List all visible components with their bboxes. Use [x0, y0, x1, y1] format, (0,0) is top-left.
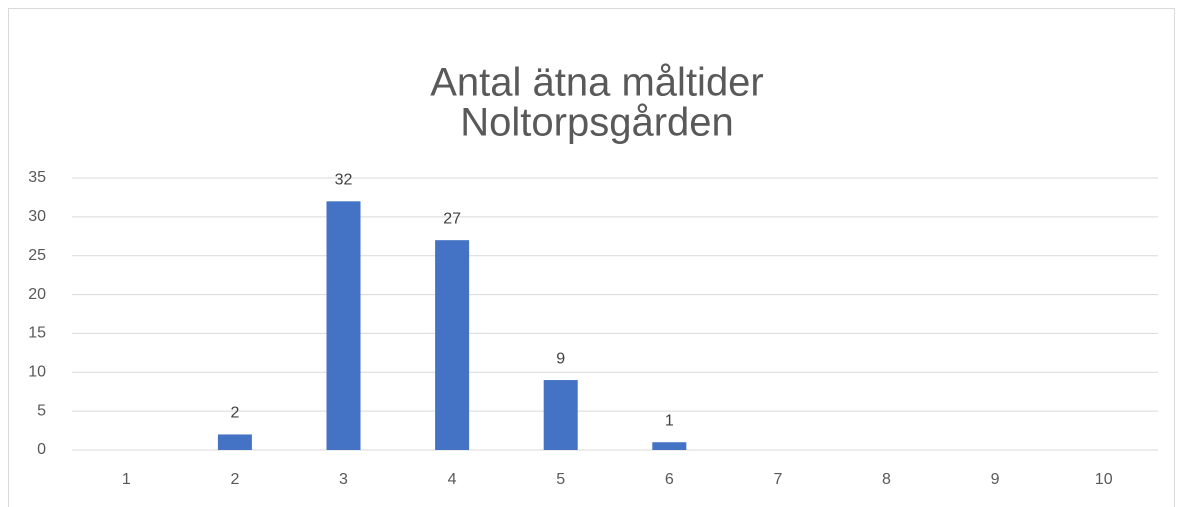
- x-tick-label: 9: [991, 471, 1000, 488]
- y-tick-label: 10: [28, 364, 46, 381]
- data-label: 1: [665, 412, 674, 429]
- x-tick-label: 3: [339, 471, 348, 488]
- y-tick-label: 35: [28, 169, 46, 186]
- x-tick-label: 5: [556, 471, 565, 488]
- bar: [435, 240, 470, 450]
- y-tick-label: 15: [28, 325, 46, 342]
- x-tick-label: 6: [665, 471, 674, 488]
- chart-title: Antal ätna måltider: [430, 61, 764, 105]
- y-tick-label: 5: [37, 402, 46, 419]
- x-tick-label: 4: [448, 471, 457, 488]
- chart-border: [8, 8, 1175, 507]
- x-tick-label: 10: [1095, 471, 1113, 488]
- data-label: 9: [556, 350, 565, 367]
- data-label: 32: [335, 172, 353, 189]
- x-tick-label: 2: [230, 471, 239, 488]
- y-tick-label: 20: [28, 286, 46, 303]
- chart-title: Noltorpsgården: [460, 101, 734, 145]
- data-label: 27: [443, 210, 461, 227]
- y-tick-label: 0: [37, 441, 46, 458]
- bar: [217, 434, 252, 450]
- x-tick-label: 7: [773, 471, 782, 488]
- data-label: 2: [230, 405, 239, 422]
- bar: [326, 201, 361, 450]
- y-tick-label: 25: [28, 247, 46, 264]
- x-tick-label: 1: [122, 471, 131, 488]
- bar: [543, 380, 578, 450]
- bar: [652, 442, 687, 450]
- x-tick-label: 8: [882, 471, 891, 488]
- y-tick-label: 30: [28, 208, 46, 225]
